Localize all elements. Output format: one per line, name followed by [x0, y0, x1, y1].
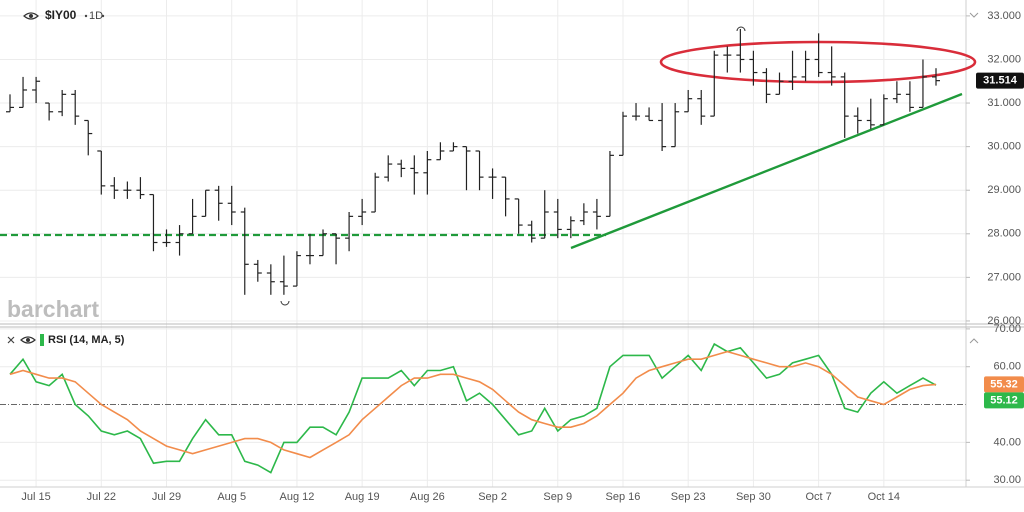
eye-icon[interactable] [23, 12, 39, 20]
collapse-icon[interactable] [969, 338, 979, 344]
last-price-box [976, 72, 1024, 89]
low-marker [280, 300, 290, 306]
symbol: $IY00 [45, 8, 77, 22]
interval: 1D [89, 10, 103, 22]
close-icon[interactable] [7, 336, 15, 344]
separator [101, 14, 105, 18]
x-tick-label: Sep 30 [736, 491, 771, 503]
indicator-title: RSI (14, MA, 5) [48, 334, 125, 346]
x-tick-label: Aug 26 [410, 491, 445, 503]
y-tick-label: 29.000 [987, 184, 1021, 196]
marks [6, 28, 940, 474]
x-tick-label: Jul 15 [21, 491, 50, 503]
y-tick-label: 60.00 [993, 361, 1021, 373]
y-tick-label: 30.00 [993, 474, 1021, 486]
x-tick-label: Oct 7 [805, 491, 831, 503]
collapse-icon[interactable] [969, 12, 979, 18]
y-tick-label: 28.000 [987, 228, 1021, 240]
last-value-label: 55.12 [990, 394, 1018, 406]
x-tick-label: Jul 29 [152, 491, 181, 503]
trend-line [570, 92, 963, 250]
x-tick-label: Sep 16 [606, 491, 641, 503]
y-tick-label: 27.000 [987, 271, 1021, 283]
resistance-ellipse [659, 40, 977, 84]
rsi-line [9, 350, 937, 459]
last-value-box [984, 376, 1024, 393]
x-tick-label: Sep 2 [478, 491, 507, 503]
last-value-label: 55.32 [990, 378, 1018, 390]
y-tick-label: 30.000 [987, 141, 1021, 153]
x-tick-label: Oct 14 [868, 491, 900, 503]
x-tick-label: Jul 22 [87, 491, 116, 503]
x-tick-label: Aug 12 [279, 491, 314, 503]
last-price-label: 31.514 [983, 75, 1018, 87]
eye-icon[interactable] [20, 336, 36, 344]
x-tick-label: Aug 19 [345, 491, 380, 503]
y-tick-label: 31.000 [987, 97, 1021, 109]
legend-swatch [40, 334, 44, 346]
rsi-line [9, 342, 937, 474]
y-tick-label: 70.00 [993, 323, 1021, 335]
last-value-box [984, 392, 1024, 409]
x-tick-label: Aug 5 [217, 491, 246, 503]
y-tick-label: 33.000 [987, 10, 1021, 22]
y-tick-label: 32.000 [987, 53, 1021, 65]
y-tick-label: 26.000 [987, 315, 1021, 327]
high-marker [736, 26, 746, 32]
watermark: barchart [7, 296, 99, 322]
x-tick-label: Sep 9 [543, 491, 572, 503]
y-tick-label: 40.00 [993, 436, 1021, 448]
separator [84, 14, 88, 18]
x-tick-label: Sep 23 [671, 491, 706, 503]
